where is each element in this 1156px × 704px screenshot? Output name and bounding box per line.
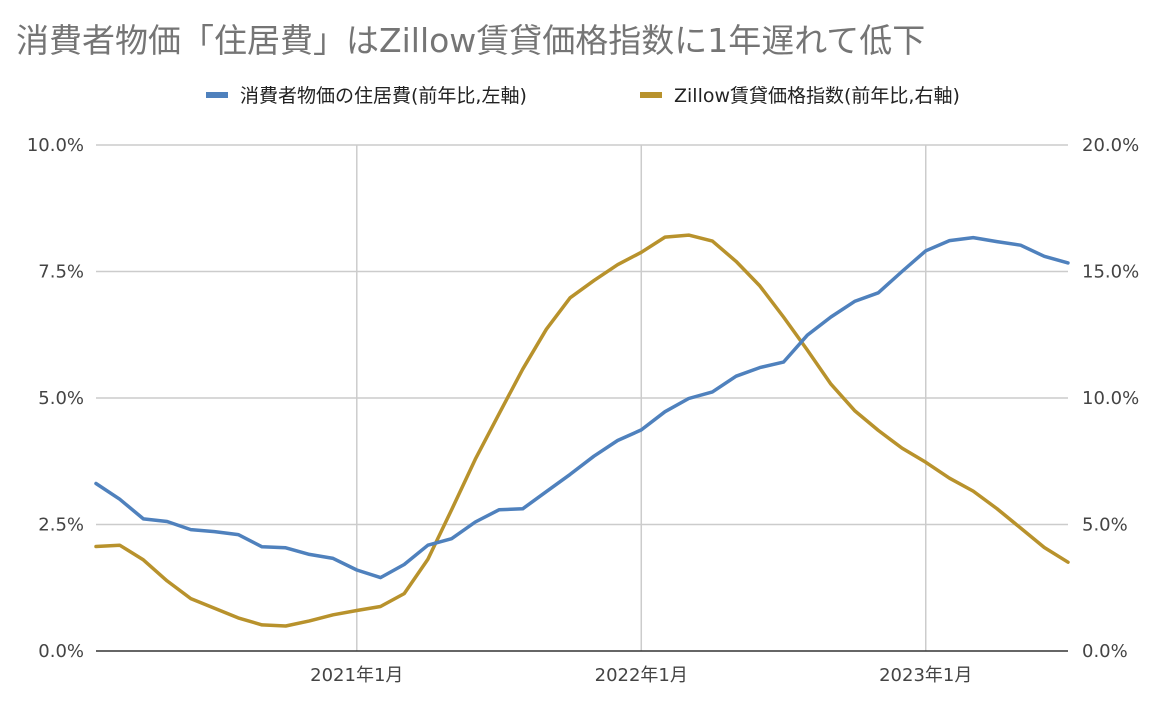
- y-left-tick-label: 0.0%: [38, 641, 84, 662]
- legend-entry-zillow: Zillow賃貸価格指数(前年比,右軸): [640, 85, 960, 107]
- chart-title: 消費者物価「住居費」はZillow賃貸価格指数に1年遅れて低下: [16, 21, 925, 60]
- legend-swatch-cpi-shelter: [206, 92, 228, 98]
- y-right-tick-label: 15.0%: [1082, 262, 1139, 283]
- y-left-tick-label: 7.5%: [38, 262, 84, 283]
- x-tick-label: 2022年1月: [595, 665, 688, 686]
- y-right-tick-label: 20.0%: [1082, 135, 1139, 156]
- series-line-zillow: [94, 233, 1070, 628]
- legend-entry-cpi-shelter: 消費者物価の住居費(前年比,左軸): [206, 85, 527, 107]
- gridlines: [96, 144, 1068, 651]
- legend-swatch-zillow: [640, 92, 662, 98]
- y-left-tick-label: 2.5%: [38, 515, 84, 536]
- y-left-tick-label: 10.0%: [27, 135, 84, 156]
- y-right-tick-label: 10.0%: [1082, 388, 1139, 409]
- y-right-tick-label: 5.0%: [1082, 515, 1128, 536]
- legend: 消費者物価の住居費(前年比,左軸) Zillow賃貸価格指数(前年比,右軸): [206, 85, 960, 107]
- series-line-cpi-shelter: [94, 235, 1070, 580]
- y-left-tick-label: 5.0%: [38, 388, 84, 409]
- axes: 0.0% 0.0% 2.5% 5.0% 5.0% 10.0% 7.5% 15.0% 10.0% 2…: [27, 135, 1139, 686]
- x-tick-label: 2021年1月: [310, 665, 403, 686]
- legend-label-cpi-shelter: 消費者物価の住居費(前年比,左軸): [240, 85, 527, 107]
- x-tick-label: 2023年1月: [879, 665, 972, 686]
- y-right-tick-label: 0.0%: [1082, 641, 1128, 662]
- series: [94, 233, 1070, 628]
- legend-label-zillow: Zillow賃貸価格指数(前年比,右軸): [674, 85, 960, 107]
